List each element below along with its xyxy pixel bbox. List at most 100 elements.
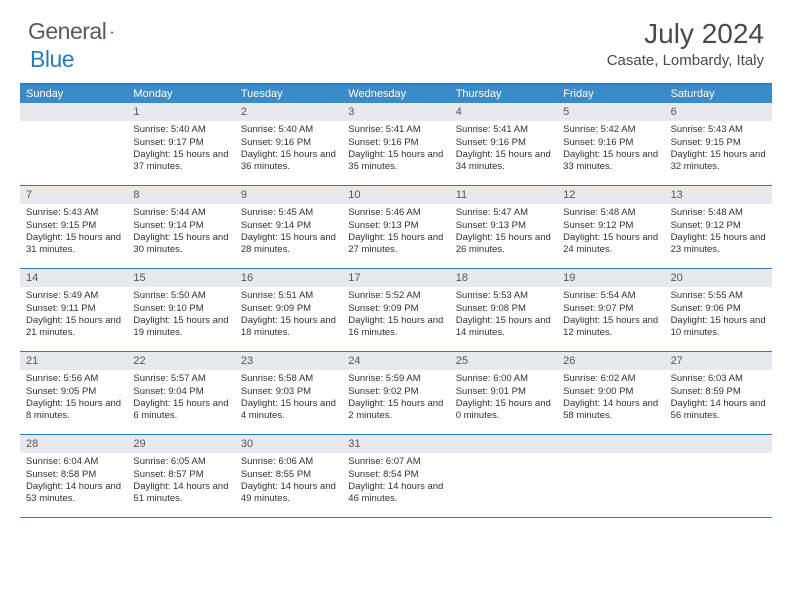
day-body: Sunrise: 5:58 AMSunset: 9:03 PMDaylight:… xyxy=(235,370,342,426)
day-body: Sunrise: 6:06 AMSunset: 8:55 PMDaylight:… xyxy=(235,453,342,509)
daylight-line: Daylight: 15 hours and 14 minutes. xyxy=(456,315,551,340)
sunrise-line: Sunrise: 5:54 AM xyxy=(563,290,658,302)
sunrise-line: Sunrise: 5:43 AM xyxy=(671,124,766,136)
location: Casate, Lombardy, Italy xyxy=(607,52,764,69)
day-body xyxy=(557,453,664,460)
header: General July 2024 Casate, Lombardy, Ital… xyxy=(0,0,792,75)
day-number xyxy=(450,435,557,453)
day-body: Sunrise: 5:53 AMSunset: 9:08 PMDaylight:… xyxy=(450,287,557,343)
sunset-line: Sunset: 9:06 PM xyxy=(671,303,766,315)
sunrise-line: Sunrise: 5:48 AM xyxy=(671,207,766,219)
day-cell: 23Sunrise: 5:58 AMSunset: 9:03 PMDayligh… xyxy=(235,352,342,434)
day-body: Sunrise: 5:55 AMSunset: 9:06 PMDaylight:… xyxy=(665,287,772,343)
day-number: 29 xyxy=(127,435,234,453)
daylight-line: Daylight: 15 hours and 16 minutes. xyxy=(348,315,443,340)
day-cell: 25Sunrise: 6:00 AMSunset: 9:01 PMDayligh… xyxy=(450,352,557,434)
day-cell: 6 Sunrise: 5:43 AMSunset: 9:15 PMDaylight… xyxy=(665,103,772,185)
daylight-line: Daylight: 15 hours and 10 minutes. xyxy=(671,315,766,340)
sunrise-line: Sunrise: 5:40 AM xyxy=(241,124,336,136)
sunset-line: Sunset: 9:00 PM xyxy=(563,386,658,398)
sunset-line: Sunset: 9:12 PM xyxy=(671,220,766,232)
sunset-line: Sunset: 9:15 PM xyxy=(671,137,766,149)
day-number: 21 xyxy=(20,352,127,370)
daylight-line: Daylight: 14 hours and 51 minutes. xyxy=(133,481,228,506)
day-cell: 13Sunrise: 5:48 AMSunset: 9:12 PMDayligh… xyxy=(665,186,772,268)
sunrise-line: Sunrise: 5:43 AM xyxy=(26,207,121,219)
day-number: 23 xyxy=(235,352,342,370)
daylight-line: Daylight: 15 hours and 33 minutes. xyxy=(563,149,658,174)
sunset-line: Sunset: 9:02 PM xyxy=(348,386,443,398)
week-row: 1Sunrise: 5:40 AMSunset: 9:17 PMDaylight… xyxy=(20,103,772,186)
day-number: 20 xyxy=(665,269,772,287)
day-cell: 11Sunrise: 5:47 AMSunset: 9:13 PMDayligh… xyxy=(450,186,557,268)
sunrise-line: Sunrise: 6:02 AM xyxy=(563,373,658,385)
day-number: 24 xyxy=(342,352,449,370)
daylight-line: Daylight: 15 hours and 12 minutes. xyxy=(563,315,658,340)
day-cell: 12Sunrise: 5:48 AMSunset: 9:12 PMDayligh… xyxy=(557,186,664,268)
day-cell: 7Sunrise: 5:43 AMSunset: 9:15 PMDaylight… xyxy=(20,186,127,268)
sunrise-line: Sunrise: 5:48 AM xyxy=(563,207,658,219)
sunrise-line: Sunrise: 5:56 AM xyxy=(26,373,121,385)
day-number: 18 xyxy=(450,269,557,287)
day-number: 6 xyxy=(665,103,772,121)
day-cell: 29Sunrise: 6:05 AMSunset: 8:57 PMDayligh… xyxy=(127,435,234,517)
day-cell: 30Sunrise: 6:06 AMSunset: 8:55 PMDayligh… xyxy=(235,435,342,517)
day-number xyxy=(20,103,127,121)
sunset-line: Sunset: 9:08 PM xyxy=(456,303,551,315)
sunset-line: Sunset: 9:15 PM xyxy=(26,220,121,232)
sunset-line: Sunset: 9:13 PM xyxy=(456,220,551,232)
sunrise-line: Sunrise: 5:41 AM xyxy=(456,124,551,136)
sunrise-line: Sunrise: 6:06 AM xyxy=(241,456,336,468)
day-body: Sunrise: 6:03 AMSunset: 8:59 PMDaylight:… xyxy=(665,370,772,426)
day-number: 28 xyxy=(20,435,127,453)
sunset-line: Sunset: 9:16 PM xyxy=(241,137,336,149)
day-number: 16 xyxy=(235,269,342,287)
daylight-line: Daylight: 15 hours and 28 minutes. xyxy=(241,232,336,257)
sunset-line: Sunset: 9:11 PM xyxy=(26,303,121,315)
day-body: Sunrise: 5:59 AMSunset: 9:02 PMDaylight:… xyxy=(342,370,449,426)
sunset-line: Sunset: 9:16 PM xyxy=(563,137,658,149)
sunrise-line: Sunrise: 5:42 AM xyxy=(563,124,658,136)
sunset-line: Sunset: 9:07 PM xyxy=(563,303,658,315)
weekday-header: Tuesday xyxy=(235,85,342,103)
sunset-line: Sunset: 8:59 PM xyxy=(671,386,766,398)
daylight-line: Daylight: 15 hours and 32 minutes. xyxy=(671,149,766,174)
day-cell: 10Sunrise: 5:46 AMSunset: 9:13 PMDayligh… xyxy=(342,186,449,268)
weekday-header-row: SundayMondayTuesdayWednesdayThursdayFrid… xyxy=(20,85,772,103)
weekday-header: Thursday xyxy=(450,85,557,103)
day-cell: 3Sunrise: 5:41 AMSunset: 9:16 PMDaylight… xyxy=(342,103,449,185)
day-body: Sunrise: 6:05 AMSunset: 8:57 PMDaylight:… xyxy=(127,453,234,509)
sunrise-line: Sunrise: 6:04 AM xyxy=(26,456,121,468)
day-number: 17 xyxy=(342,269,449,287)
day-cell: 18Sunrise: 5:53 AMSunset: 9:08 PMDayligh… xyxy=(450,269,557,351)
day-number: 4 xyxy=(450,103,557,121)
day-number: 27 xyxy=(665,352,772,370)
daylight-line: Daylight: 14 hours and 58 minutes. xyxy=(563,398,658,423)
day-cell: 8Sunrise: 5:44 AMSunset: 9:14 PMDaylight… xyxy=(127,186,234,268)
sunrise-line: Sunrise: 5:41 AM xyxy=(348,124,443,136)
day-body: Sunrise: 6:07 AMSunset: 8:54 PMDaylight:… xyxy=(342,453,449,509)
day-cell: 21Sunrise: 5:56 AMSunset: 9:05 PMDayligh… xyxy=(20,352,127,434)
sunrise-line: Sunrise: 5:51 AM xyxy=(241,290,336,302)
daylight-line: Daylight: 15 hours and 36 minutes. xyxy=(241,149,336,174)
day-body: Sunrise: 5:48 AMSunset: 9:12 PMDaylight:… xyxy=(557,204,664,260)
day-cell: 9Sunrise: 5:45 AMSunset: 9:14 PMDaylight… xyxy=(235,186,342,268)
sunset-line: Sunset: 8:58 PM xyxy=(26,469,121,481)
day-cell: 31Sunrise: 6:07 AMSunset: 8:54 PMDayligh… xyxy=(342,435,449,517)
day-cell: 24Sunrise: 5:59 AMSunset: 9:02 PMDayligh… xyxy=(342,352,449,434)
sunset-line: Sunset: 9:16 PM xyxy=(456,137,551,149)
sunrise-line: Sunrise: 5:47 AM xyxy=(456,207,551,219)
sunset-line: Sunset: 9:09 PM xyxy=(348,303,443,315)
logo: General xyxy=(28,18,136,45)
title-block: July 2024 Casate, Lombardy, Italy xyxy=(607,18,764,69)
day-number: 31 xyxy=(342,435,449,453)
sunrise-line: Sunrise: 6:00 AM xyxy=(456,373,551,385)
sunrise-line: Sunrise: 5:45 AM xyxy=(241,207,336,219)
day-cell: 28Sunrise: 6:04 AMSunset: 8:58 PMDayligh… xyxy=(20,435,127,517)
day-number: 8 xyxy=(127,186,234,204)
day-body: Sunrise: 6:00 AMSunset: 9:01 PMDaylight:… xyxy=(450,370,557,426)
day-body: Sunrise: 5:40 AMSunset: 9:16 PMDaylight:… xyxy=(235,121,342,177)
daylight-line: Daylight: 15 hours and 34 minutes. xyxy=(456,149,551,174)
sunset-line: Sunset: 9:14 PM xyxy=(241,220,336,232)
day-number: 2 xyxy=(235,103,342,121)
